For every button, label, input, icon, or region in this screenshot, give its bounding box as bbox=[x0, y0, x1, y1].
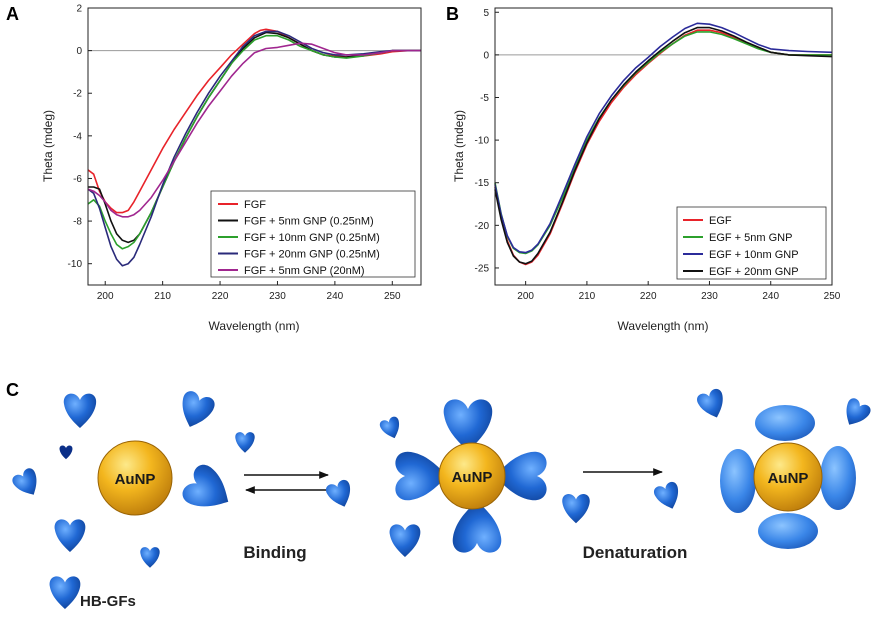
chartB-ytick-label: -25 bbox=[475, 263, 490, 274]
chartB-ytick-label: -10 bbox=[475, 136, 490, 147]
aunp-1: AuNP bbox=[97, 440, 173, 516]
free-protein-8 bbox=[140, 547, 160, 568]
aunp-1-label: AuNP bbox=[115, 471, 156, 488]
chartA-series-line-1 bbox=[87, 28, 421, 214]
chartA-xtick-label: 250 bbox=[384, 291, 401, 302]
chart-a-frame bbox=[87, 7, 422, 286]
hb-gf-label: HB-GFs bbox=[80, 593, 136, 610]
chartB-legend-label-4: EGF + 20nm GNP bbox=[709, 266, 799, 278]
chartA-legend-label-3: FGF + 10nm GNP (0.25nM) bbox=[244, 232, 380, 244]
chartB-series-line-4 bbox=[494, 26, 833, 265]
chartA-ytick-label: -4 bbox=[73, 131, 82, 142]
free-protein-7 bbox=[54, 519, 86, 553]
chartB-xtick-label: 250 bbox=[824, 291, 841, 302]
chartB-legend-label-1: EGF bbox=[709, 215, 732, 227]
chartB-xtick-label: 220 bbox=[640, 291, 657, 302]
free-protein-2 bbox=[182, 391, 215, 427]
chartB-xtick-label: 210 bbox=[579, 291, 596, 302]
chartA-legend-label-2: FGF + 5nm GNP (0.25nM) bbox=[244, 216, 374, 228]
panel-label-a: A bbox=[6, 4, 19, 24]
binding-label: Binding bbox=[243, 543, 306, 562]
chartA-ytick-label: 0 bbox=[76, 46, 82, 57]
chartB-ytick-label: -5 bbox=[480, 93, 489, 104]
free-protein-1 bbox=[63, 393, 97, 428]
chartB-ytick-label: -15 bbox=[475, 178, 490, 189]
chartB-xtick-label: 240 bbox=[762, 291, 779, 302]
panel-label-b: B bbox=[446, 4, 459, 24]
chartA-series-line-4 bbox=[87, 30, 421, 267]
chartA-ytick-label: -2 bbox=[73, 89, 82, 100]
chart-b-frame bbox=[494, 7, 833, 286]
chart-a-legend-box bbox=[210, 190, 416, 278]
chartA-ytick-label: 2 bbox=[76, 4, 82, 15]
chartB-xtick-label: 230 bbox=[701, 291, 718, 302]
chart-a-legend: FGF FGF + 5nm GNP (0.25nM) FGF + 10nm GNP … bbox=[210, 190, 416, 278]
free-protein-9 bbox=[326, 479, 351, 507]
chartA-ytick-label: -10 bbox=[68, 259, 83, 270]
chart-a-xlabel: Wavelength (nm) bbox=[209, 319, 300, 333]
chartA-series-line-3 bbox=[87, 34, 421, 250]
chartA-legend-label-5: FGF + 5nm GNP (20nM) bbox=[244, 265, 365, 277]
chartB-series-line-3 bbox=[494, 22, 833, 254]
chartA-xtick-label: 230 bbox=[269, 291, 286, 302]
chartB-legend-label-3: EGF + 10nm GNP bbox=[709, 249, 799, 261]
chart-a: 200 210 220 230 240 250 -10 -8 -6 -4 -2 0 2 Waveleng… bbox=[41, 4, 422, 333]
chart-a-ylabel: Theta (mdeg) bbox=[41, 110, 55, 182]
chartA-xtick-label: 210 bbox=[154, 291, 171, 302]
free-protein-5 bbox=[12, 468, 37, 495]
free-protein-3 bbox=[235, 432, 255, 453]
chartA-series-line-5 bbox=[87, 42, 421, 218]
denaturation-label: Denaturation bbox=[583, 543, 688, 562]
free-protein-6 bbox=[182, 464, 229, 507]
chartA-legend-label-1: FGF bbox=[244, 199, 266, 211]
free-protein-12 bbox=[562, 494, 590, 524]
chartB-ytick-label: 0 bbox=[483, 50, 489, 61]
chartB-legend-label-2: EGF + 5nm GNP bbox=[709, 232, 792, 244]
chartA-xtick-label: 240 bbox=[327, 291, 344, 302]
free-protein-13 bbox=[654, 481, 679, 509]
chartB-xtick-label: 200 bbox=[517, 291, 534, 302]
hb-gf-legend-protein bbox=[49, 576, 81, 610]
chartA-xtick-label: 200 bbox=[97, 291, 114, 302]
aunp-2-label: AuNP bbox=[452, 469, 493, 486]
chartA-xtick-label: 220 bbox=[212, 291, 229, 302]
free-protein-4 bbox=[59, 445, 73, 460]
chartA-legend-label-4: FGF + 20nm GNP (0.25nM) bbox=[244, 249, 380, 261]
aunp-3-complex: AuNP bbox=[697, 388, 871, 549]
chart-b-legend: EGF EGF + 5nm GNP EGF + 10nm GNP EGF + 20nm… bbox=[676, 206, 827, 280]
chartA-ytick-label: -8 bbox=[73, 217, 82, 228]
chartB-ytick-label: 5 bbox=[483, 8, 489, 19]
chartA-ytick-label: -6 bbox=[73, 174, 82, 185]
chart-b: 200 210 220 230 240 250 -25 -20 -15 -10 -5 0 5 Wavel… bbox=[452, 7, 841, 333]
panel-label-c: C bbox=[6, 380, 19, 400]
chart-b-xlabel: Wavelength (nm) bbox=[618, 319, 709, 333]
free-protein-10 bbox=[379, 416, 400, 439]
chart-b-ylabel: Theta (mdeg) bbox=[452, 110, 466, 182]
schematic: HB-GFs AuNP Binding bbox=[12, 388, 871, 610]
aunp-2-complex: AuNP bbox=[395, 399, 547, 553]
chartB-ytick-label: -20 bbox=[475, 221, 490, 232]
aunp-3-label: AuNP bbox=[768, 470, 809, 487]
free-protein-11 bbox=[389, 524, 421, 558]
